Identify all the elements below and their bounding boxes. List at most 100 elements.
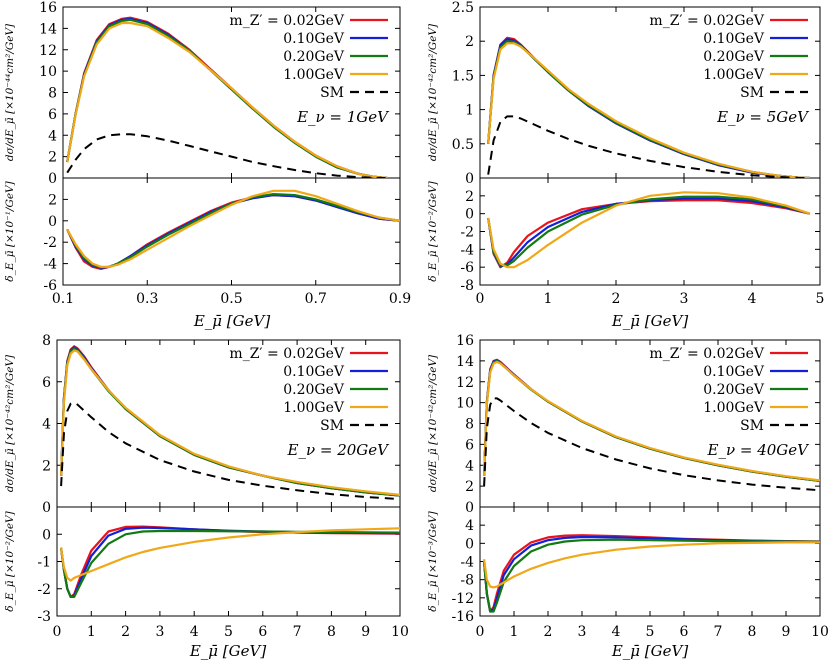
bottom-series-group: [487, 191, 811, 269]
bottom-series-group: [483, 534, 820, 613]
ratio-line-m100: [60, 527, 400, 582]
series-line-sm: [487, 115, 810, 178]
legend: m_Z′ = 0.02GeV 0.10GeV 0.20GeV 1.00GeV SM: [229, 346, 388, 434]
legend-label: m_Z′ = 0.02GeV: [649, 13, 764, 29]
top-y-tick-label: 4: [42, 417, 51, 433]
ratio-line-m100: [66, 189, 400, 268]
top-series-group: [483, 358, 820, 492]
top-plot-frame: [56, 339, 401, 508]
ratio-line-m100: [487, 191, 811, 269]
x-tick-label: 4: [748, 291, 757, 307]
x-tick-label: 0.3: [136, 291, 158, 307]
top-y-tick-label: 8: [465, 417, 474, 433]
legend-label: 1.00GeV: [283, 400, 345, 416]
legend: m_Z′ = 0.02GeV 0.10GeV 0.20GeV 1.00GeV SM: [229, 13, 388, 101]
legend-label: 0.10GeV: [703, 364, 765, 380]
bottom-y-tick-label: 2: [48, 192, 57, 208]
bottom-y-tick-label: -6: [460, 260, 474, 276]
legend-label: 0.20GeV: [703, 382, 765, 398]
series-line-m100: [487, 42, 810, 178]
bottom-y-tick-label: -16: [451, 609, 474, 625]
x-axis-label: E_μ̄ [GeV]: [611, 312, 689, 330]
legend: m_Z′ = 0.02GeV 0.10GeV 0.20GeV 1.00GeV SM: [649, 346, 808, 434]
bottom-plot-frame: [62, 177, 401, 286]
top-y-tick-label: 2: [465, 479, 474, 495]
ratio-line-m010: [66, 194, 400, 269]
legend-label: m_Z′ = 0.02GeV: [649, 346, 764, 362]
top-series-group: [487, 36, 810, 178]
bottom-y-tick-label: -3: [37, 609, 51, 625]
energy-annotation: E_ν = 20GeV: [287, 441, 391, 459]
x-tick-label: 8: [748, 624, 757, 640]
bottom-y-tick-label: -12: [451, 591, 474, 607]
legend-label: m_Z′ = 0.02GeV: [229, 346, 344, 362]
bottom-y-tick-label: -1: [37, 555, 51, 571]
bottom-y-tick-label: -2: [37, 582, 51, 598]
series-line-m002: [483, 358, 820, 482]
series-line-m100: [483, 360, 820, 482]
top-y-axis-label: dσ/dE_μ̄ [×10⁻⁴²cm²/GeV]: [427, 23, 439, 161]
bottom-y-tick-label: 0: [48, 214, 57, 230]
ratio-line-m002: [66, 194, 400, 270]
x-tick-label: 1: [510, 624, 519, 640]
x-tick-label: 3: [680, 291, 689, 307]
x-tick-label: 0: [53, 624, 62, 640]
x-tick-label: 2: [121, 624, 130, 640]
x-tick-label: 5: [224, 624, 233, 640]
legend-label: SM: [320, 85, 344, 101]
x-tick-label: 2: [612, 291, 621, 307]
chart-panel-3: 0 1 2 3 4 5 6 7 8 9 10 0 2 4 6 8 -3 -2 -1 0 E_μ̄ [GeV] dσ/dE_…: [4, 333, 409, 660]
x-tick-label: 1: [544, 291, 553, 307]
top-y-tick-label: 0: [465, 500, 474, 516]
bottom-y-tick-label: -2: [43, 235, 57, 251]
legend-label: SM: [740, 418, 764, 434]
legend-label: 0.10GeV: [283, 31, 345, 47]
top-y-tick-label: 14: [39, 21, 57, 37]
top-series-group: [66, 16, 388, 178]
top-y-tick-label: 0: [42, 500, 51, 516]
bottom-y-tick-label: -4: [43, 257, 57, 273]
top-plot-frame: [62, 6, 401, 179]
top-y-tick-label: 12: [456, 375, 474, 391]
series-line-sm: [66, 133, 388, 178]
top-series-group: [60, 345, 400, 501]
series-line-sm: [60, 401, 400, 501]
x-tick-label: 1: [87, 624, 96, 640]
x-tick-label: 2: [544, 624, 553, 640]
x-tick-label: 6: [258, 624, 267, 640]
legend-label: 1.00GeV: [703, 67, 765, 83]
legend-label: 1.00GeV: [703, 400, 765, 416]
x-tick-label: 4: [190, 624, 199, 640]
x-tick-label: 9: [361, 624, 370, 640]
x-tick-label: 3: [578, 624, 587, 640]
legend-label: SM: [320, 418, 344, 434]
x-tick-label: 0.1: [52, 291, 74, 307]
top-y-tick-label: 2: [465, 34, 474, 50]
top-y-tick-label: 1: [465, 103, 474, 119]
x-tick-label: 5: [816, 291, 825, 307]
bottom-y-tick-label: -8: [460, 573, 474, 589]
top-y-tick-label: 2: [42, 458, 51, 474]
x-tick-label: 0.9: [389, 291, 411, 307]
bottom-series-group: [66, 189, 400, 270]
energy-annotation: E_ν = 40GeV: [707, 441, 811, 459]
bottom-plot-frame: [479, 506, 821, 617]
ratio-line-m010: [487, 197, 811, 268]
bottom-y-axis-label: δ_E_μ̄ [×10⁻¹/GeV]: [4, 180, 16, 281]
top-y-tick-label: 0.5: [452, 137, 474, 153]
top-y-tick-label: 12: [39, 43, 57, 59]
top-y-tick-label: 2: [48, 150, 57, 166]
legend-label: 0.10GeV: [283, 364, 345, 380]
top-y-tick-label: 0: [465, 171, 474, 187]
top-y-tick-label: 4: [48, 128, 57, 144]
bottom-y-axis-label: δ_E_μ̄ [×10⁻²/GeV]: [427, 180, 439, 281]
bottom-y-tick-label: 0: [465, 536, 474, 552]
top-y-tick-label: 16: [39, 0, 57, 16]
legend-label: 0.10GeV: [703, 31, 765, 47]
bottom-y-axis-label: δ_E_μ̄ [×10⁻³/GeV]: [427, 510, 439, 611]
x-tick-label: 0.5: [220, 291, 242, 307]
top-y-axis-label: dσ/dE_μ̄ [×10⁻⁴²cm²/GeV]: [4, 354, 16, 492]
legend: m_Z′ = 0.02GeV 0.10GeV 0.20GeV 1.00GeV SM: [649, 13, 808, 101]
top-y-tick-label: 8: [48, 86, 57, 102]
series-line-m020: [60, 347, 400, 497]
